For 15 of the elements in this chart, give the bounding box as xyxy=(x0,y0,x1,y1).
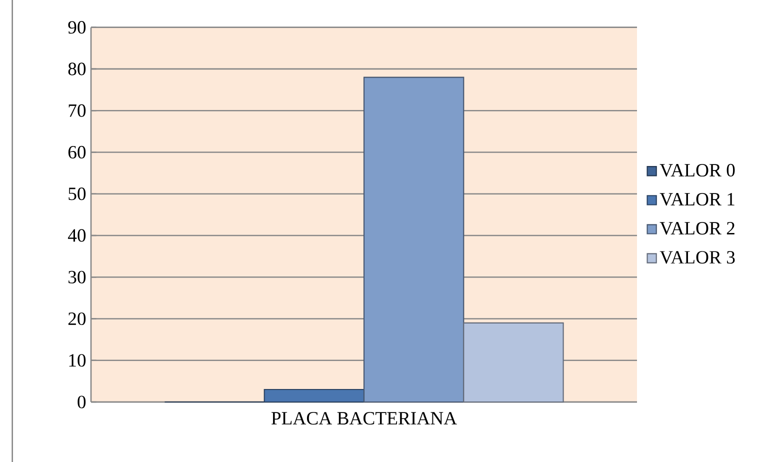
y-tick-label: 90 xyxy=(68,21,86,34)
y-tick-label: 10 xyxy=(69,354,86,367)
y-tick-label: 80 xyxy=(68,62,86,76)
legend-label: VALOR 1 xyxy=(660,193,734,206)
y-tick-label: 70 xyxy=(68,104,86,117)
legend-label: VALOR 0 xyxy=(660,164,735,177)
y-tick-label: 50 xyxy=(68,188,86,200)
legend-label: VALOR 3 xyxy=(660,251,735,264)
y-tick-label: 20 xyxy=(68,312,86,326)
x-tick-label: PLACA BACTERIANA xyxy=(271,412,457,425)
y-tick-label: 60 xyxy=(68,146,86,159)
y-tick-label: 0 xyxy=(78,396,86,408)
y-tick-label: 40 xyxy=(68,229,86,242)
legend-label: VALOR 2 xyxy=(660,222,734,235)
y-tick-label: 30 xyxy=(68,270,86,284)
